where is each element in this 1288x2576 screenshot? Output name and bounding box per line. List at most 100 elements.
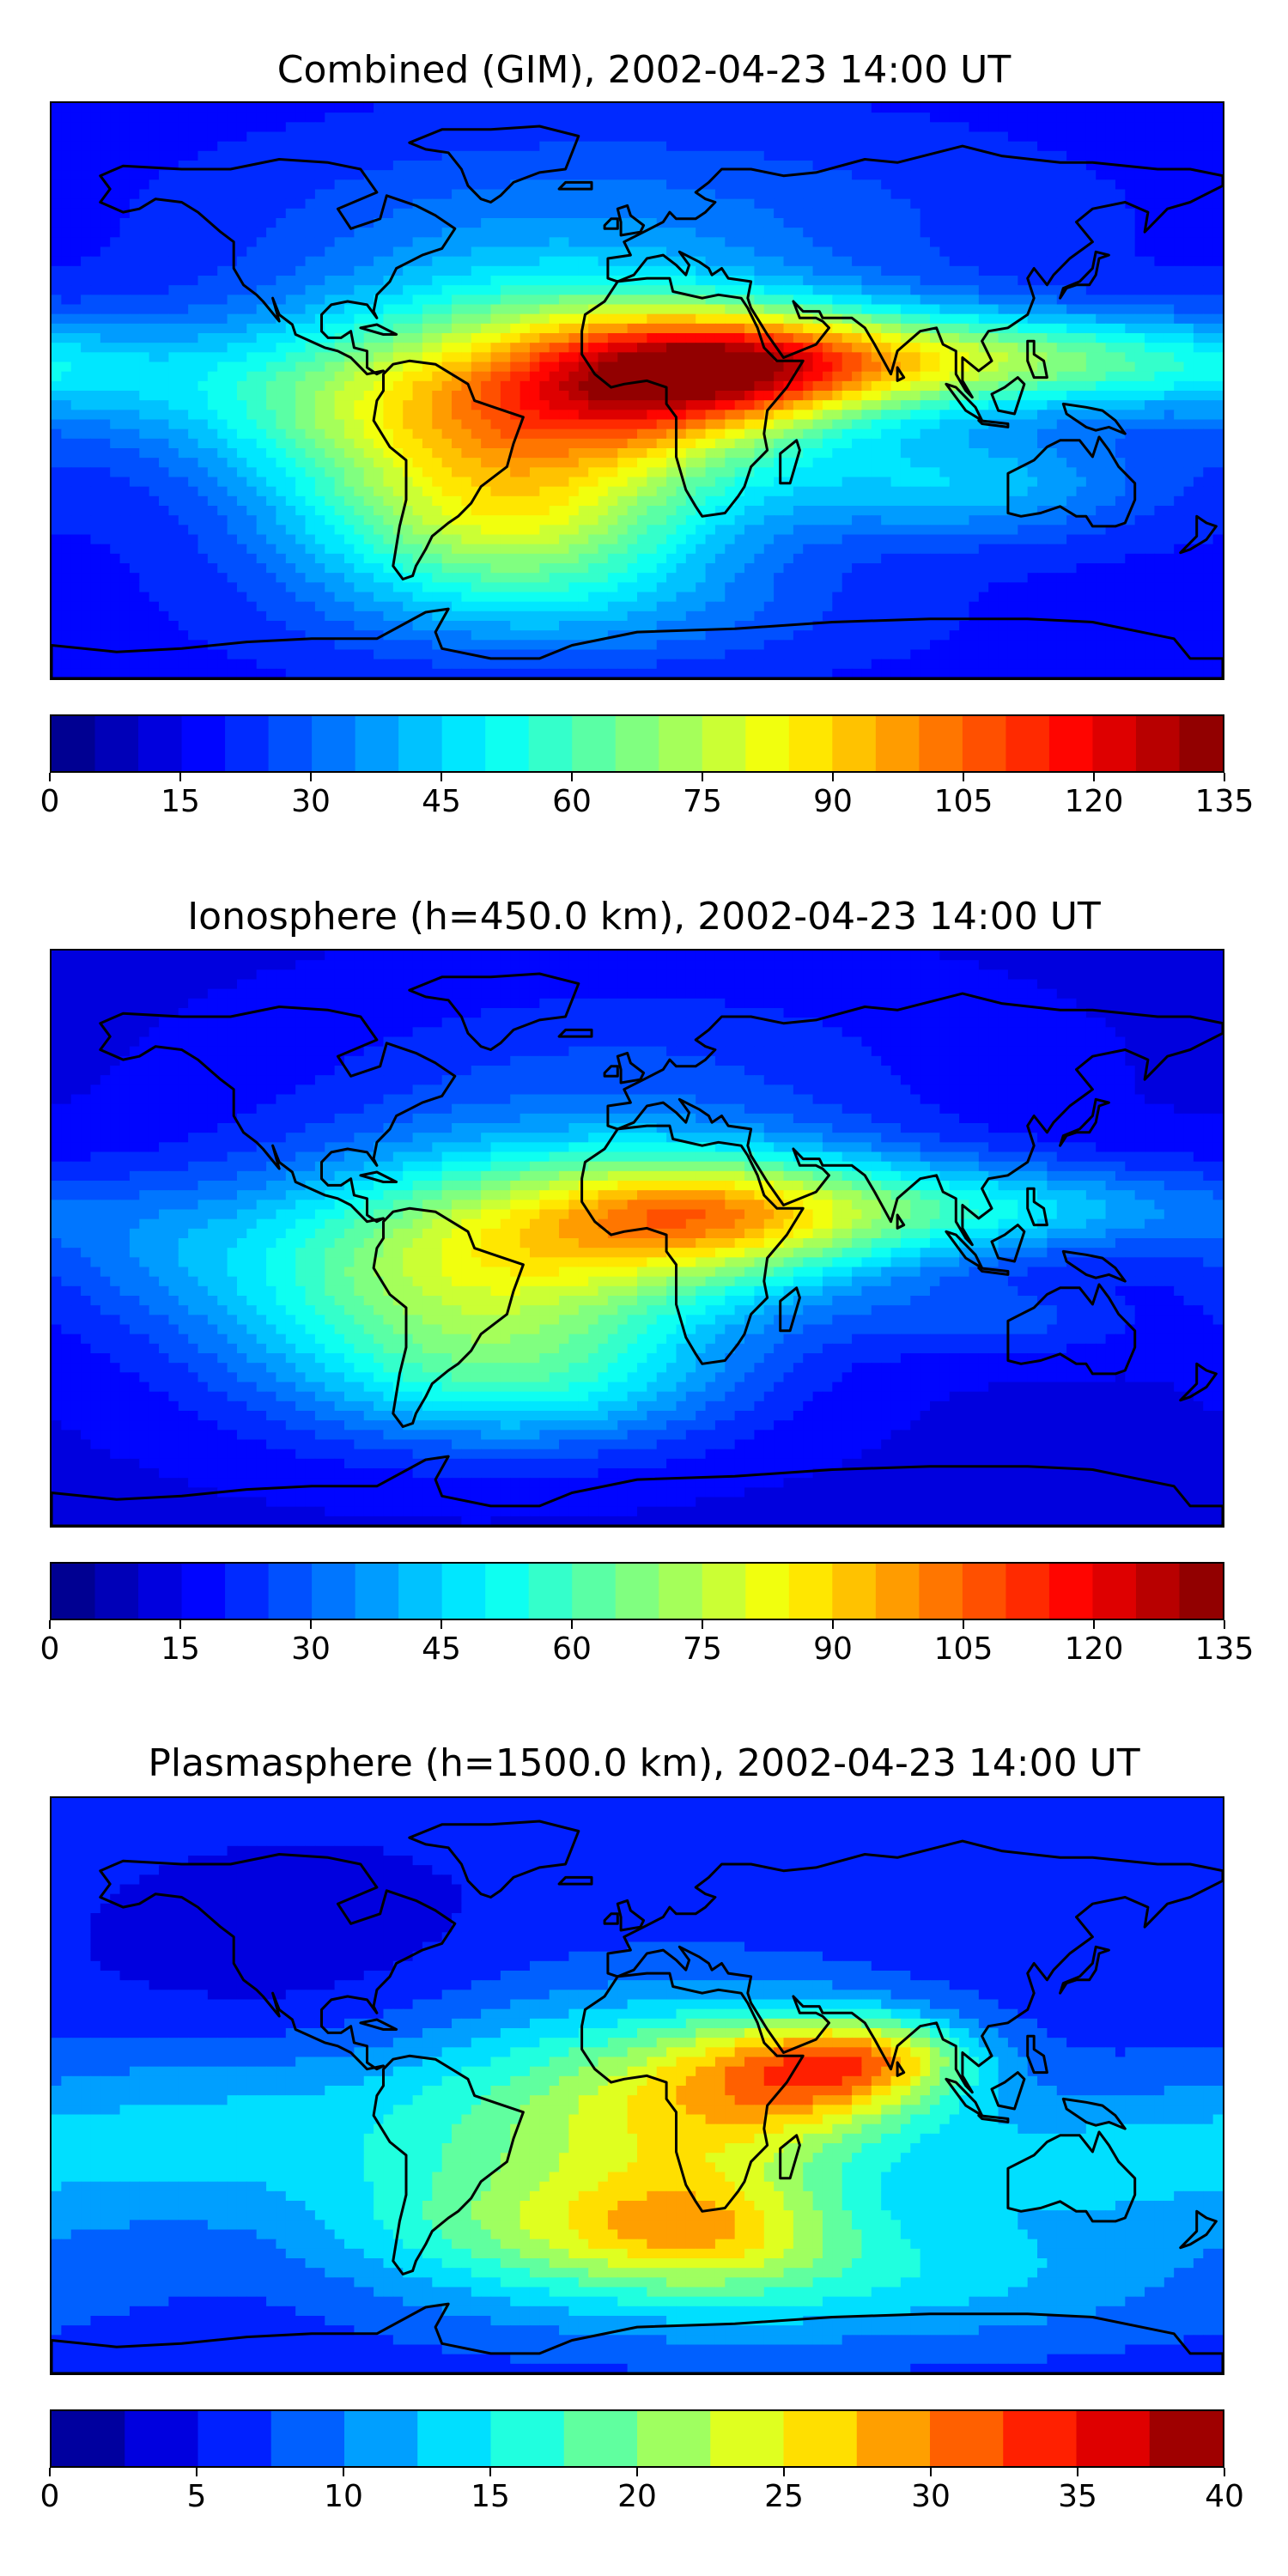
heatmap-cell — [159, 161, 169, 171]
heatmap-cell — [529, 361, 540, 373]
heatmap-cell — [344, 228, 355, 238]
heatmap-cell — [529, 228, 540, 238]
heatmap-cell — [159, 189, 169, 200]
heatmap-cell — [705, 400, 716, 410]
heatmap-cell — [832, 428, 843, 440]
heatmap-cell — [1212, 189, 1223, 200]
heatmap-cell — [374, 103, 385, 113]
heatmap-cell — [1066, 122, 1078, 133]
heatmap-cell — [1037, 410, 1048, 421]
heatmap-cell — [70, 477, 82, 488]
heatmap-cell — [861, 131, 872, 143]
heatmap-cell — [714, 246, 726, 258]
heatmap-cell — [900, 313, 911, 325]
heatmap-cell — [61, 458, 72, 468]
heatmap-cell — [637, 495, 647, 507]
heatmap-cell — [100, 304, 111, 315]
heatmap-cell — [90, 208, 101, 219]
heatmap-cell — [392, 371, 404, 382]
heatmap-cell — [256, 323, 267, 334]
heatmap-cell — [1115, 265, 1126, 276]
heatmap-cell — [637, 448, 647, 459]
heatmap-cell — [217, 391, 228, 401]
heatmap-cell — [110, 361, 121, 373]
heatmap-cell — [344, 103, 355, 113]
heatmap-cell — [1076, 428, 1087, 440]
heatmap-cell — [1047, 467, 1058, 478]
heatmap-cell — [276, 495, 287, 507]
heatmap-cell — [617, 198, 629, 210]
heatmap-cell — [705, 477, 716, 488]
heatmap-cell — [1115, 103, 1126, 113]
heatmap-cell — [276, 323, 287, 334]
heatmap-cell — [832, 189, 843, 200]
heatmap-cell — [559, 276, 570, 286]
heatmap-cell — [754, 438, 765, 449]
heatmap-cell — [852, 208, 863, 219]
heatmap-cell — [1076, 228, 1087, 238]
heatmap-cell — [627, 179, 638, 191]
heatmap-cell — [832, 380, 843, 392]
heatmap-cell — [374, 380, 385, 392]
heatmap-cell — [803, 246, 814, 258]
heatmap-cell — [549, 333, 560, 343]
heatmap-cell — [374, 170, 385, 180]
heatmap-cell — [676, 256, 687, 267]
heatmap-cell — [100, 410, 111, 421]
heatmap-cell — [803, 228, 814, 238]
heatmap-cell — [959, 170, 970, 180]
heatmap-cell — [510, 189, 521, 200]
heatmap-cell — [334, 361, 345, 373]
heatmap-cell — [744, 103, 755, 113]
heatmap-cell — [529, 265, 540, 276]
heatmap-cell — [510, 304, 521, 315]
heatmap-cell — [881, 323, 892, 334]
heatmap-cell — [70, 323, 82, 334]
heatmap-cell — [70, 103, 82, 113]
heatmap-cell — [783, 333, 794, 343]
heatmap-cell — [1115, 477, 1126, 488]
heatmap-cell — [588, 400, 599, 410]
heatmap-cell — [471, 361, 482, 373]
heatmap-cell — [920, 246, 931, 258]
heatmap-cell — [510, 419, 521, 430]
heatmap-cell — [529, 419, 540, 430]
heatmap-cell — [1203, 228, 1214, 238]
heatmap-cell — [1047, 179, 1058, 191]
heatmap-cell — [871, 112, 882, 123]
heatmap-cell — [383, 448, 394, 459]
heatmap-cell — [588, 438, 599, 449]
heatmap-cell — [276, 141, 287, 152]
heatmap-cell — [207, 400, 218, 410]
heatmap-cell — [763, 428, 775, 440]
heatmap-cell — [129, 343, 140, 353]
heatmap-cell — [1066, 438, 1078, 449]
heatmap-cell — [637, 458, 647, 468]
heatmap-cell — [559, 256, 570, 267]
heatmap-cell — [295, 467, 307, 478]
heatmap-cell — [1066, 467, 1078, 478]
heatmap-cell — [930, 246, 940, 258]
heatmap-cell — [481, 285, 492, 295]
heatmap-cell — [422, 265, 433, 276]
heatmap-cell — [763, 400, 775, 410]
heatmap-cell — [920, 208, 931, 219]
heatmap-cell — [705, 391, 716, 401]
heatmap-cell — [676, 438, 687, 449]
heatmap-cell — [510, 352, 521, 363]
heatmap-cell — [1027, 256, 1038, 267]
heatmap-cell — [588, 256, 599, 267]
heatmap-cell — [295, 495, 307, 507]
heatmap-cell — [841, 150, 853, 161]
heatmap-cell — [90, 333, 101, 343]
heatmap-cell — [344, 419, 355, 430]
heatmap-cell — [129, 208, 140, 219]
heatmap-cell — [129, 218, 140, 228]
heatmap-cell — [725, 477, 736, 488]
heatmap-cell — [481, 467, 492, 478]
heatmap-cell — [1007, 380, 1018, 392]
heatmap-cell — [803, 189, 814, 200]
heatmap-cell — [988, 361, 999, 373]
heatmap-cell — [900, 218, 911, 228]
heatmap-cell — [344, 323, 355, 334]
